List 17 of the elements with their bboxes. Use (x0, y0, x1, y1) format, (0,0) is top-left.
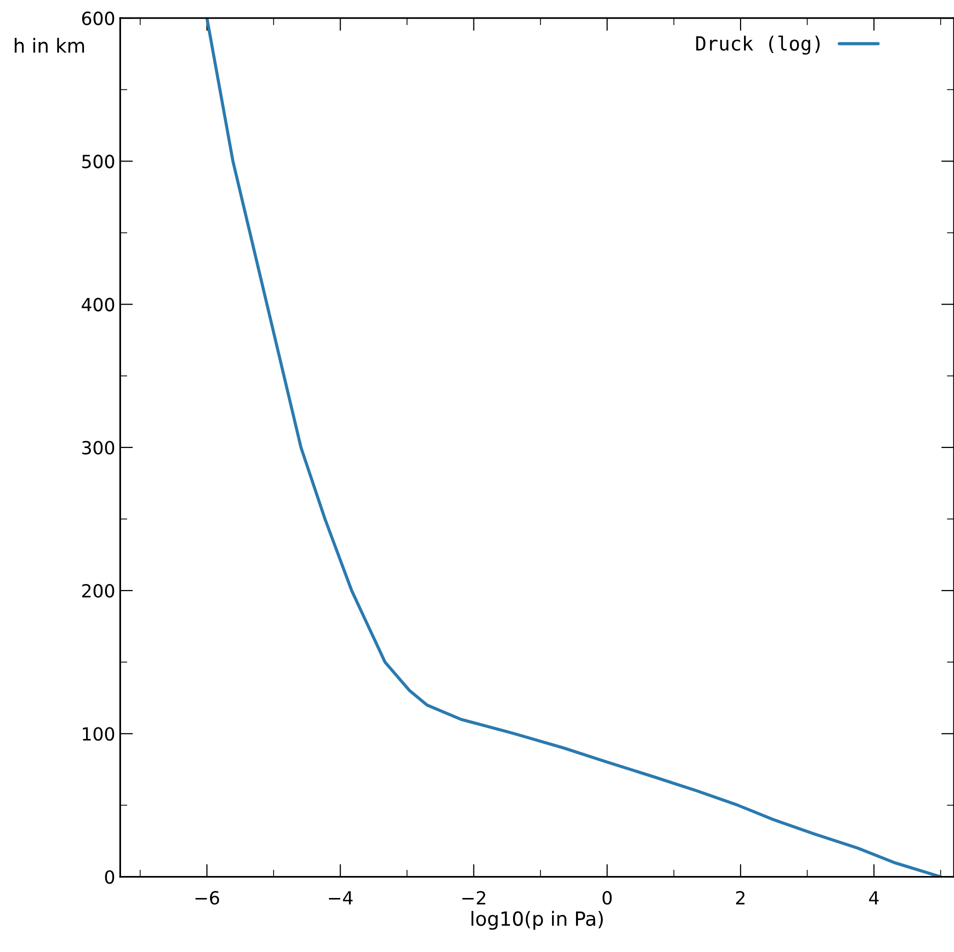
y-tick-label: 300 (82, 440, 114, 455)
x-axis-title: log10(p in Pa) (472, 910, 603, 930)
line-series (205, 18, 942, 877)
x-tick-label: −4 (328, 891, 353, 904)
y-tick-label: 500 (82, 154, 114, 168)
y-tick-label: 400 (82, 298, 114, 312)
y-axis-title: h in km (14, 38, 84, 53)
y-tick-label: 100 (82, 727, 114, 741)
y-tick-label: 0 (105, 870, 114, 884)
legend-label: Druck (log) (696, 36, 820, 55)
x-tick-label: −2 (462, 891, 486, 904)
x-tick-label: −6 (196, 891, 220, 905)
x-tick-label: 2 (736, 891, 744, 904)
y-tick-label: 600 (82, 12, 114, 26)
y-tick-label: 200 (82, 584, 114, 598)
x-tick-label: 0 (602, 891, 612, 905)
x-tick-label: 4 (869, 891, 879, 904)
